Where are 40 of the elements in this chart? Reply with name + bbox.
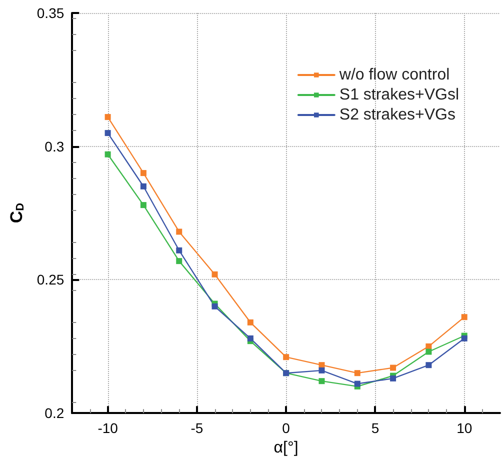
point bbox=[426, 348, 432, 355]
legend-label: S1 strakes+VGsl bbox=[339, 86, 460, 104]
x-tick-label: 0 bbox=[282, 420, 290, 436]
y-axis-title: CD bbox=[7, 202, 26, 224]
point bbox=[140, 202, 146, 208]
point bbox=[104, 130, 111, 136]
y-tick-label: 0.35 bbox=[36, 5, 64, 21]
point bbox=[140, 183, 146, 190]
point bbox=[318, 362, 325, 368]
y-tick-label: 0.2 bbox=[44, 405, 64, 422]
point bbox=[176, 247, 182, 254]
point bbox=[247, 335, 254, 342]
x-tick-label: 10 bbox=[456, 420, 472, 436]
point bbox=[461, 314, 468, 320]
legend-label: S2 strakes+VGs bbox=[339, 106, 456, 124]
point bbox=[354, 370, 360, 376]
point bbox=[104, 151, 111, 158]
x-axis-title: α[°] bbox=[274, 440, 298, 456]
point bbox=[426, 343, 432, 350]
point bbox=[354, 380, 360, 387]
point bbox=[176, 258, 182, 264]
legend-label: w/o flow control bbox=[338, 66, 450, 84]
point bbox=[212, 303, 218, 310]
point bbox=[283, 354, 290, 360]
point bbox=[176, 228, 182, 235]
y-tick-label: 0.3 bbox=[44, 138, 64, 154]
point bbox=[390, 364, 396, 371]
x-tick-label: -5 bbox=[190, 420, 204, 436]
point bbox=[212, 271, 218, 278]
y-tick-label: 0.25 bbox=[36, 272, 64, 288]
point bbox=[426, 362, 432, 368]
x-tick-label: -10 bbox=[98, 420, 118, 436]
point bbox=[140, 170, 146, 176]
point bbox=[104, 114, 111, 120]
point bbox=[318, 367, 325, 374]
point bbox=[390, 375, 396, 382]
point bbox=[461, 335, 468, 342]
point bbox=[247, 319, 254, 326]
point bbox=[318, 378, 325, 384]
x-tick-label: 5 bbox=[371, 420, 380, 436]
